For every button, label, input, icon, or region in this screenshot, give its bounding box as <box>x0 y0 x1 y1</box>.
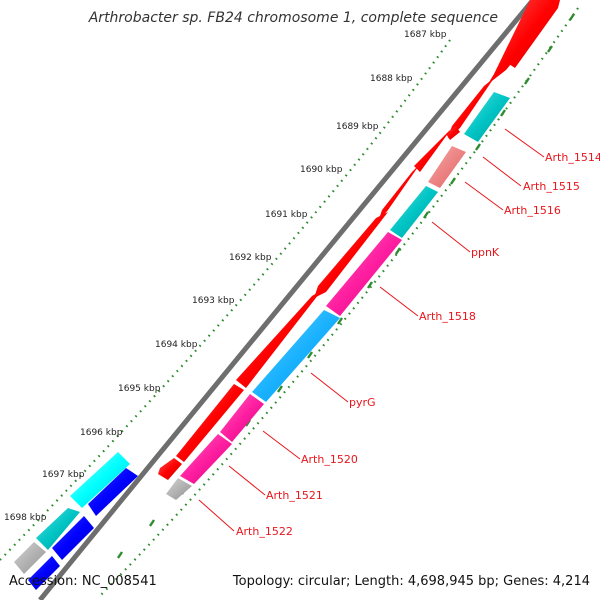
gene-labels: Arth_1514 Arth_1515 Arth_1516 ppnK Arth_… <box>236 151 600 538</box>
chromosome-backbone <box>38 0 535 600</box>
gene-label: Arth_1518 <box>419 310 476 323</box>
tick-label: 1695 kbp <box>118 384 161 394</box>
gene-block <box>326 232 402 316</box>
gene-block <box>166 478 192 500</box>
chromosome-backbone-inner <box>34 0 529 600</box>
gene-label: Arth_1522 <box>236 525 293 538</box>
tick-labels: 1687 kbp 1688 kbp 1689 kbp 1690 kbp 1691… <box>4 30 447 523</box>
gene-arrow <box>158 458 182 480</box>
tick-label: 1696 kbp <box>80 428 123 438</box>
reverse-strand-genes <box>166 92 510 500</box>
gene-arrow <box>52 516 94 560</box>
gene-arrow <box>448 78 494 138</box>
gene-arrow <box>236 290 322 388</box>
accession-text: Accession: NC_008541 <box>9 574 157 589</box>
tick-label: 1697 kbp <box>42 470 85 480</box>
gene-block <box>180 434 232 484</box>
map-title: Arthrobacter sp. FB24 chromosome 1, comp… <box>88 10 498 26</box>
gene-arrow <box>176 384 244 462</box>
gene-arrow <box>36 508 80 550</box>
tick-label: 1687 kbp <box>404 30 447 40</box>
outer-ruler-track <box>0 39 451 561</box>
gene-label: ppnK <box>471 246 500 259</box>
gene-label: Arth_1514 <box>545 151 600 164</box>
gene-label: pyrG <box>349 396 376 409</box>
gene-block <box>252 310 340 402</box>
gene-arrow <box>28 556 60 590</box>
gene-label: Arth_1521 <box>266 489 323 502</box>
gene-arrow <box>70 452 130 508</box>
lower-left-genes <box>14 452 138 590</box>
label-leaders <box>198 128 545 532</box>
tick-label: 1689 kbp <box>336 122 379 132</box>
gene-label: Arth_1520 <box>301 453 358 466</box>
gene-label: Arth_1516 <box>504 204 561 217</box>
gene-arrow <box>414 128 452 172</box>
tick-label: 1691 kbp <box>265 210 308 220</box>
tick-label: 1698 kbp <box>4 513 47 523</box>
gene-arrow <box>378 164 420 222</box>
gene-block <box>428 146 466 188</box>
gene-block <box>464 92 510 142</box>
tick-label: 1688 kbp <box>370 74 413 84</box>
gene-block <box>390 186 438 238</box>
summary-text: Topology: circular; Length: 4,698,945 bp… <box>232 574 590 589</box>
tick-label: 1693 kbp <box>192 296 235 306</box>
gene-arrow <box>88 468 138 516</box>
forward-strand-genes <box>158 0 560 480</box>
inner-ruler-track <box>97 7 579 599</box>
gene-block <box>220 394 264 442</box>
tick-label: 1694 kbp <box>155 340 198 350</box>
gene-arrow <box>446 126 460 140</box>
tick-label: 1692 kbp <box>229 253 272 263</box>
tick-label: 1690 kbp <box>300 165 343 175</box>
gene-arrow <box>488 0 556 84</box>
gene-arrow <box>314 212 388 298</box>
gene-arrow <box>14 542 46 574</box>
gene-label: Arth_1515 <box>523 180 580 193</box>
